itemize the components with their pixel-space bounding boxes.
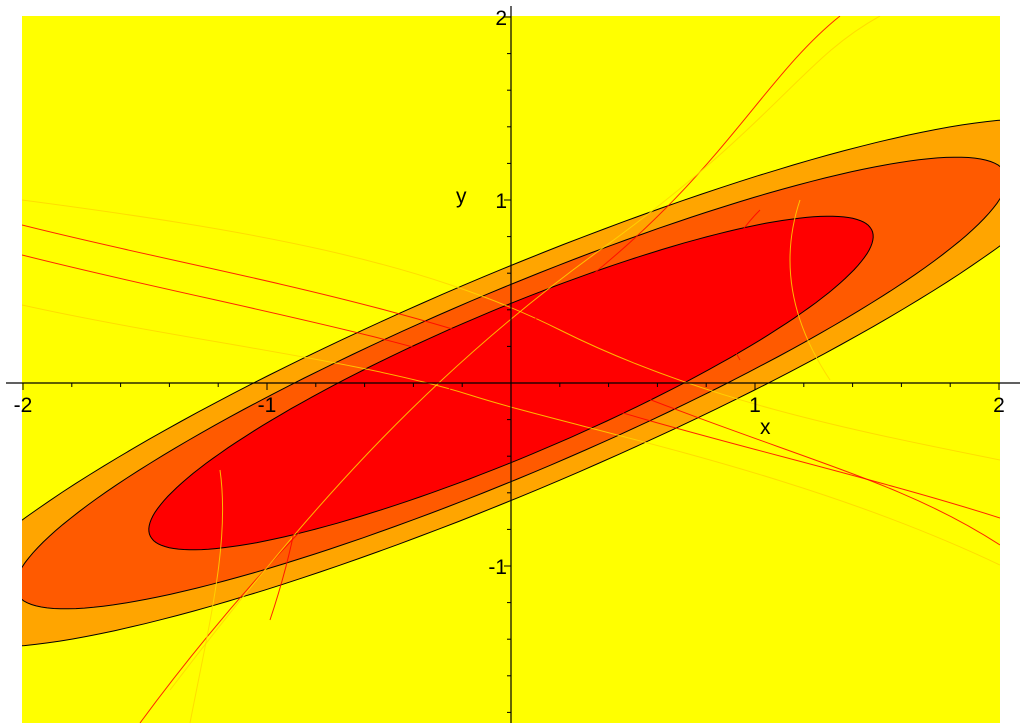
x-axis-label: x xyxy=(760,416,771,439)
field-line-10 xyxy=(719,209,761,361)
axes xyxy=(6,6,1020,723)
field-lines xyxy=(22,16,1000,723)
field-line-8 xyxy=(269,419,304,621)
x-tick-label: 2 xyxy=(993,394,1005,417)
field-line-9 xyxy=(789,199,831,381)
field-line-5 xyxy=(139,16,841,723)
x-tick-label: -2 xyxy=(14,394,33,417)
x-tick-label: -1 xyxy=(258,394,277,417)
x-tick-label: 1 xyxy=(749,394,761,417)
field-line-7 xyxy=(189,469,224,723)
tick-labels: -2 -1 1 2 -1 1 2 xyxy=(14,7,1005,579)
field-line-6 xyxy=(169,16,881,691)
y-tick-label: 1 xyxy=(495,190,507,213)
field-line-1 xyxy=(22,224,1000,546)
field-line-3 xyxy=(22,199,1000,461)
field-line-2 xyxy=(22,254,1000,519)
y-tick-label: -1 xyxy=(488,556,507,579)
field-line-4 xyxy=(22,304,1000,566)
y-axis-label: y xyxy=(456,185,467,208)
y-tick-label: 2 xyxy=(495,7,507,30)
ticks xyxy=(22,16,1000,713)
